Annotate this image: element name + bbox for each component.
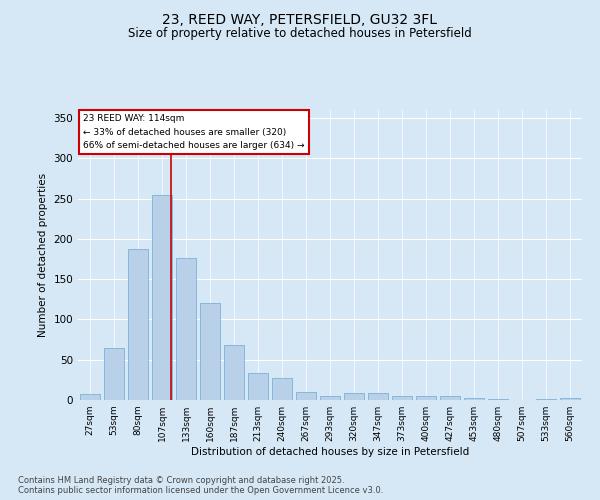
Bar [104, 348, 124, 400]
Bar [392, 396, 412, 400]
Text: 23, REED WAY, PETERSFIELD, GU32 3FL: 23, REED WAY, PETERSFIELD, GU32 3FL [163, 12, 437, 26]
Y-axis label: Number of detached properties: Number of detached properties [38, 173, 48, 337]
Bar [176, 258, 196, 400]
Bar [416, 396, 436, 400]
Bar [488, 399, 508, 400]
Bar [464, 398, 484, 400]
Bar [80, 394, 100, 400]
Text: Contains HM Land Registry data © Crown copyright and database right 2025.
Contai: Contains HM Land Registry data © Crown c… [18, 476, 383, 495]
Bar [152, 196, 172, 400]
Bar [440, 396, 460, 400]
Bar [272, 378, 292, 400]
Bar [296, 392, 316, 400]
Bar [200, 304, 220, 400]
Bar [224, 345, 244, 400]
Bar [368, 393, 388, 400]
Bar [560, 398, 580, 400]
Bar [128, 248, 148, 400]
Bar [248, 374, 268, 400]
Bar [536, 399, 556, 400]
X-axis label: Distribution of detached houses by size in Petersfield: Distribution of detached houses by size … [191, 447, 469, 457]
Bar [344, 393, 364, 400]
Text: Size of property relative to detached houses in Petersfield: Size of property relative to detached ho… [128, 28, 472, 40]
Text: 23 REED WAY: 114sqm
← 33% of detached houses are smaller (320)
66% of semi-detac: 23 REED WAY: 114sqm ← 33% of detached ho… [83, 114, 305, 150]
Bar [320, 396, 340, 400]
